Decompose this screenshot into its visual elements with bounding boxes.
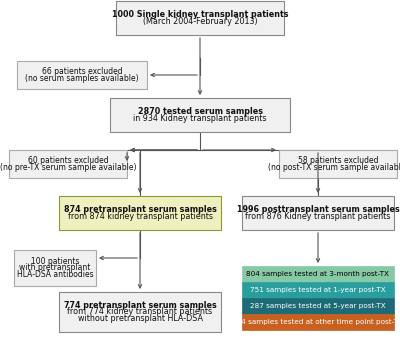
Text: 2870 tested serum samples: 2870 tested serum samples — [138, 107, 262, 116]
Text: without pretransplant HLA-DSA: without pretransplant HLA-DSA — [78, 315, 202, 323]
Text: from 774 kidney transplant patients: from 774 kidney transplant patients — [68, 308, 212, 316]
Text: from 874 kidney transplant patients: from 874 kidney transplant patients — [68, 212, 212, 221]
FancyBboxPatch shape — [17, 61, 147, 89]
Text: 804 samples tested at 3-month post-TX: 804 samples tested at 3-month post-TX — [246, 271, 390, 277]
FancyBboxPatch shape — [242, 266, 394, 282]
Text: from 876 Kidney transplant patients: from 876 Kidney transplant patients — [245, 212, 391, 221]
FancyBboxPatch shape — [110, 98, 290, 132]
Text: 60 patients excluded: 60 patients excluded — [28, 156, 108, 165]
Text: 1000 Single kidney transplant patients: 1000 Single kidney transplant patients — [112, 10, 288, 19]
Text: 287 samples tested at 5-year post-TX: 287 samples tested at 5-year post-TX — [250, 303, 386, 309]
Text: 100 patients: 100 patients — [31, 257, 79, 266]
Text: 1996 posttransplant serum samples: 1996 posttransplant serum samples — [237, 205, 399, 214]
Text: 154 samples tested at other time point post-TX: 154 samples tested at other time point p… — [232, 319, 400, 325]
Text: 58 patients excluded: 58 patients excluded — [298, 156, 378, 165]
Text: 66 patients excluded: 66 patients excluded — [42, 67, 122, 76]
Text: HLA-DSA antibodies: HLA-DSA antibodies — [17, 270, 93, 279]
Text: (no pre-TX serum sample available): (no pre-TX serum sample available) — [0, 163, 136, 172]
Text: 874 pretransplant serum samples: 874 pretransplant serum samples — [64, 205, 216, 214]
FancyBboxPatch shape — [242, 314, 394, 330]
FancyBboxPatch shape — [242, 196, 394, 230]
FancyBboxPatch shape — [14, 250, 96, 286]
Text: with pretransplant: with pretransplant — [19, 263, 91, 272]
Text: (no serum samples available): (no serum samples available) — [25, 74, 139, 83]
FancyBboxPatch shape — [242, 298, 394, 314]
Text: 774 pretransplant serum samples: 774 pretransplant serum samples — [64, 301, 216, 309]
Text: (no post-TX serum sample available): (no post-TX serum sample available) — [268, 163, 400, 172]
Text: (March 2004-February 2013): (March 2004-February 2013) — [143, 17, 257, 26]
FancyBboxPatch shape — [279, 150, 397, 178]
FancyBboxPatch shape — [116, 1, 284, 35]
FancyBboxPatch shape — [9, 150, 127, 178]
FancyBboxPatch shape — [242, 282, 394, 298]
FancyBboxPatch shape — [59, 196, 221, 230]
Text: 751 samples tested at 1-year post-TX: 751 samples tested at 1-year post-TX — [250, 287, 386, 293]
FancyBboxPatch shape — [59, 292, 221, 332]
Text: in 934 Kidney transplant patients: in 934 Kidney transplant patients — [133, 114, 267, 123]
